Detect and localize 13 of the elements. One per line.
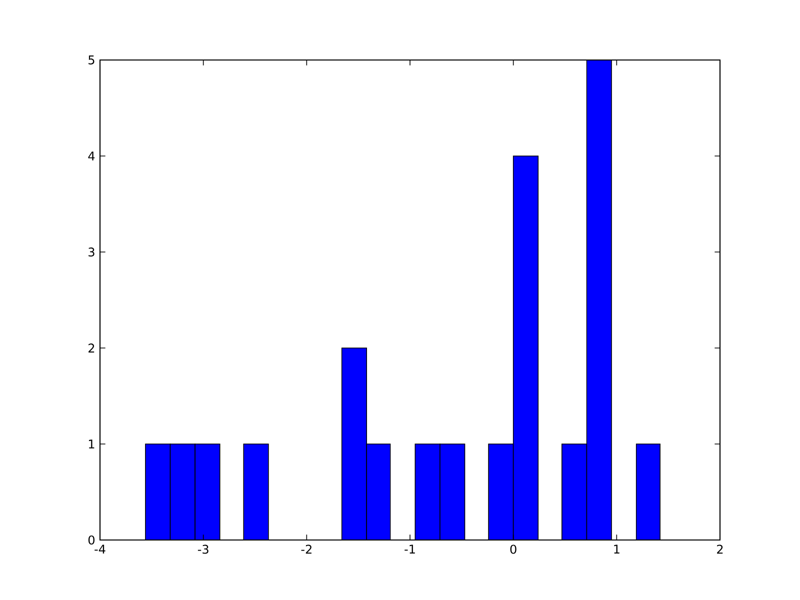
y-tick-label: 0	[88, 535, 94, 545]
x-tick-label: 2	[717, 544, 723, 554]
x-tick-label: -2	[301, 544, 312, 554]
y-tick-label: 2	[88, 344, 94, 352]
y-tick-label: 4	[88, 152, 95, 160]
x-tick-label: 0	[510, 544, 516, 554]
x-tick-label: -4	[94, 544, 106, 554]
x-tick-label: -3	[198, 544, 208, 554]
x-tick-label: 1	[614, 544, 620, 554]
y-tick-label: 1	[88, 440, 94, 448]
y-tick-label: 3	[88, 247, 94, 257]
x-tick-label: -1	[404, 544, 415, 554]
y-tick-label: 5	[88, 56, 94, 64]
